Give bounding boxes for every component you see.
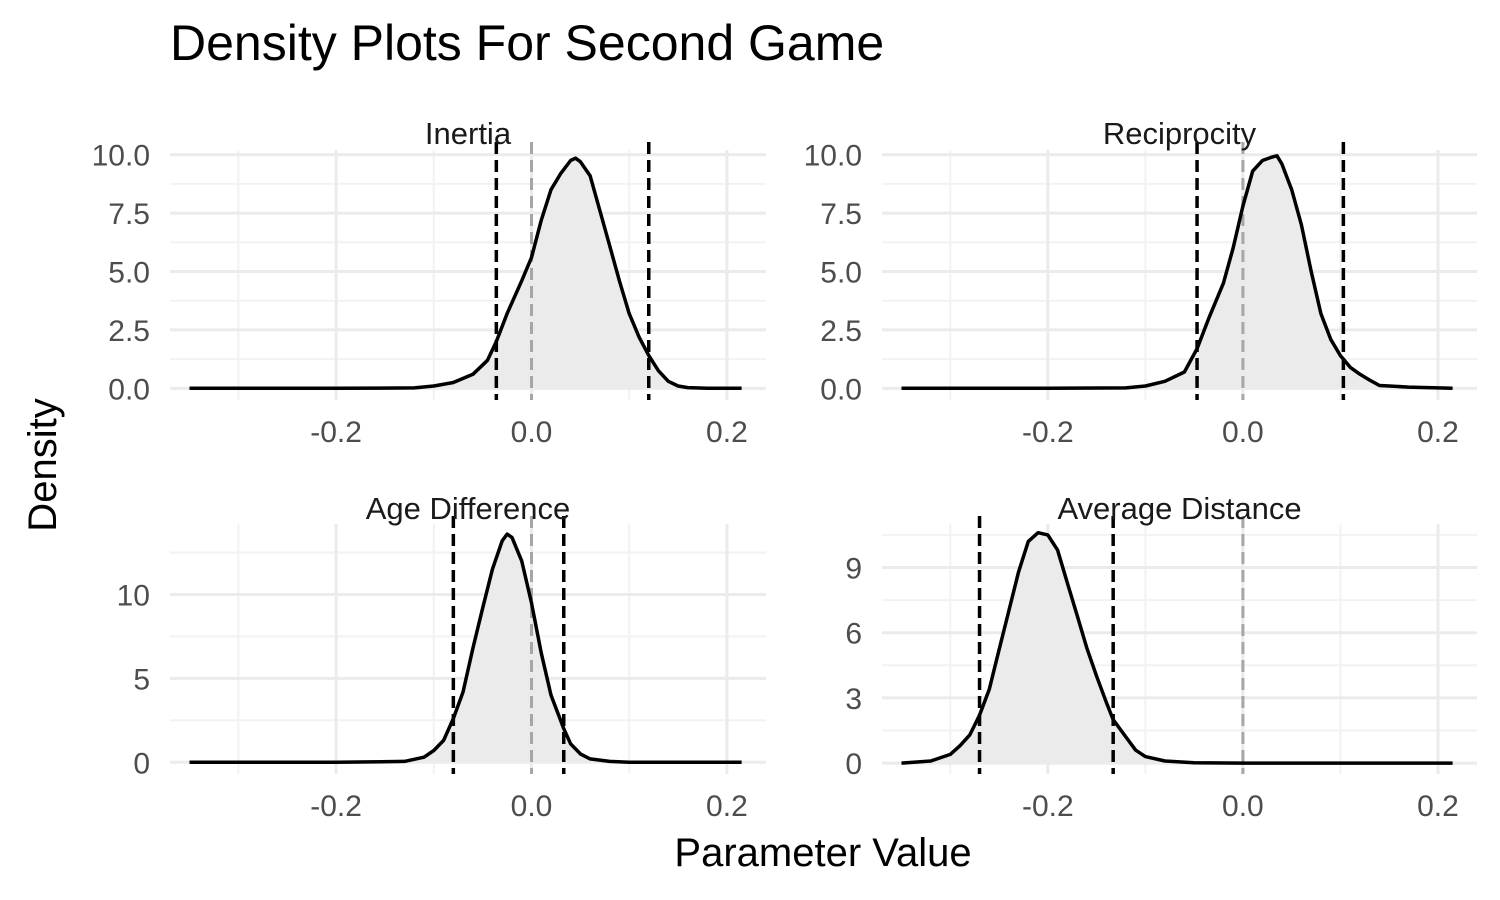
density-curve xyxy=(189,156,742,391)
panel-strip-label: Average Distance xyxy=(1057,491,1301,526)
y-tick-label: 0.0 xyxy=(820,373,862,406)
panel-average-distance: Average Distance 0 3 6 9 -0.2 0.0 0.2 xyxy=(845,491,1477,823)
y-tick-label: 5.0 xyxy=(820,256,862,289)
x-tick-label: 0.0 xyxy=(511,416,553,449)
density-curve xyxy=(901,154,1453,391)
y-tick-label: 7.5 xyxy=(820,198,862,231)
x-tick-label: 0.0 xyxy=(1222,416,1264,449)
x-axis-label: Parameter Value xyxy=(674,831,971,875)
density-area xyxy=(901,155,1453,389)
y-tick-label: 3 xyxy=(845,683,862,716)
y-tick-label: 6 xyxy=(845,618,862,651)
y-tick-label: 0 xyxy=(133,747,150,780)
y-tick-label: 5 xyxy=(133,663,150,696)
panel-strip-label: Inertia xyxy=(425,116,512,151)
x-tick-label: 0.2 xyxy=(706,790,748,823)
y-tick-label: 0 xyxy=(845,748,862,781)
x-tick-label: 0.2 xyxy=(1417,790,1459,823)
x-tick-label: -0.2 xyxy=(1022,416,1074,449)
panel-inertia: Inertia 0.0 2.5 5.0 7.5 10.0 -0.2 0.0 0.2 xyxy=(92,116,766,449)
panel-strip-label: Age Difference xyxy=(366,491,571,526)
x-tick-label: 0.0 xyxy=(511,790,553,823)
density-curve xyxy=(189,532,742,765)
x-tick-label: -0.2 xyxy=(310,790,362,823)
x-tick-label: 0.0 xyxy=(1222,790,1264,823)
chart-title: Density Plots For Second Game xyxy=(170,15,885,71)
x-tick-label: -0.2 xyxy=(1022,790,1074,823)
density-area xyxy=(189,534,742,763)
density-area xyxy=(901,532,1453,764)
x-tick-label: 0.2 xyxy=(706,416,748,449)
density-curve xyxy=(901,530,1453,765)
y-tick-label: 10.0 xyxy=(804,140,862,173)
y-tick-label: 7.5 xyxy=(108,198,150,231)
y-tick-label: 10 xyxy=(117,579,150,612)
panel-age-difference: Age Difference 0 5 10 -0.2 0.0 0.2 xyxy=(117,491,766,823)
panel-strip-label: Reciprocity xyxy=(1103,116,1257,151)
y-tick-label: 2.5 xyxy=(820,315,862,348)
y-axis-label: Density xyxy=(21,398,65,531)
y-tick-label: 9 xyxy=(845,552,862,585)
y-tick-label: 0.0 xyxy=(108,373,150,406)
y-tick-label: 2.5 xyxy=(108,315,150,348)
panel-reciprocity: Reciprocity 0.0 2.5 5.0 7.5 10.0 -0.2 0.0 0.2 xyxy=(804,116,1477,449)
x-tick-label: -0.2 xyxy=(310,416,362,449)
density-area xyxy=(189,158,742,389)
y-tick-label: 5.0 xyxy=(108,256,150,289)
y-tick-label: 10.0 xyxy=(92,140,150,173)
x-tick-label: 0.2 xyxy=(1417,416,1459,449)
